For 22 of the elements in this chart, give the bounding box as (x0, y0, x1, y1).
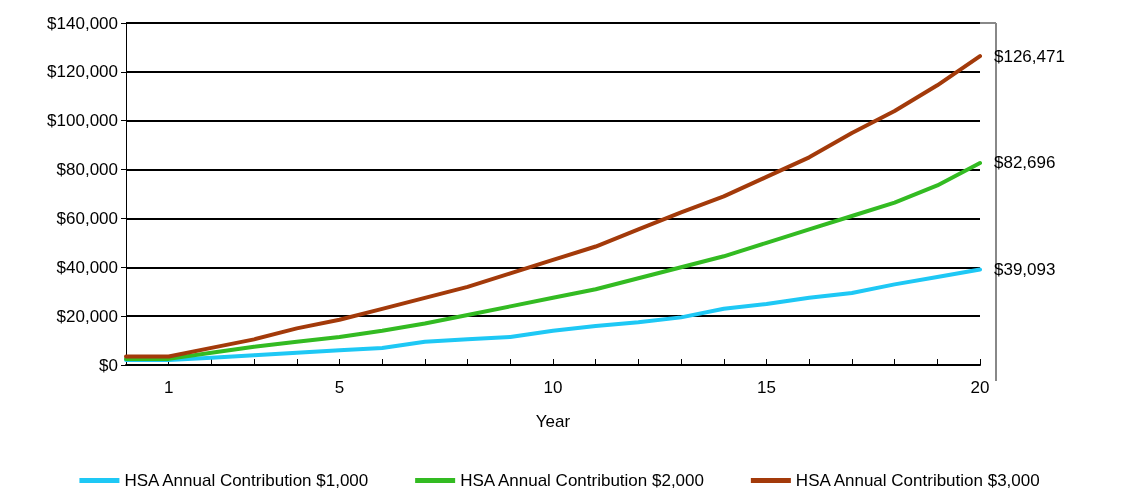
data-label: $82,696 (994, 153, 1056, 173)
line-series (124, 160, 982, 361)
y-tick-label: $40,000 (56, 257, 118, 277)
y-tick-label: $0 (99, 355, 118, 375)
x-tick-label: 10 (543, 378, 563, 397)
y-tick-label: $20,000 (56, 306, 118, 326)
x-tick-label: 20 (970, 378, 990, 397)
x-tick-label: 15 (757, 378, 776, 397)
line-series (124, 54, 982, 359)
legend-label: HSA Annual Contribution $1,000 (124, 471, 369, 490)
x-axis-title: Year (535, 412, 571, 431)
legend-label: HSA Annual Contribution $2,000 (460, 471, 704, 490)
y-tick-label: $120,000 (47, 62, 118, 82)
x-tick-label: 1 (163, 378, 174, 397)
legend-label: HSA Annual Contribution $3,000 (795, 471, 1040, 490)
data-label: $126,471 (994, 46, 1065, 66)
y-tick-label: $100,000 (47, 111, 118, 131)
x-tick-label: 5 (334, 378, 345, 397)
data-label: $39,093 (994, 260, 1056, 279)
y-tick-label: $60,000 (56, 208, 118, 228)
y-tick-label: $140,000 (47, 13, 118, 33)
y-tick-label: $80,000 (56, 160, 118, 180)
